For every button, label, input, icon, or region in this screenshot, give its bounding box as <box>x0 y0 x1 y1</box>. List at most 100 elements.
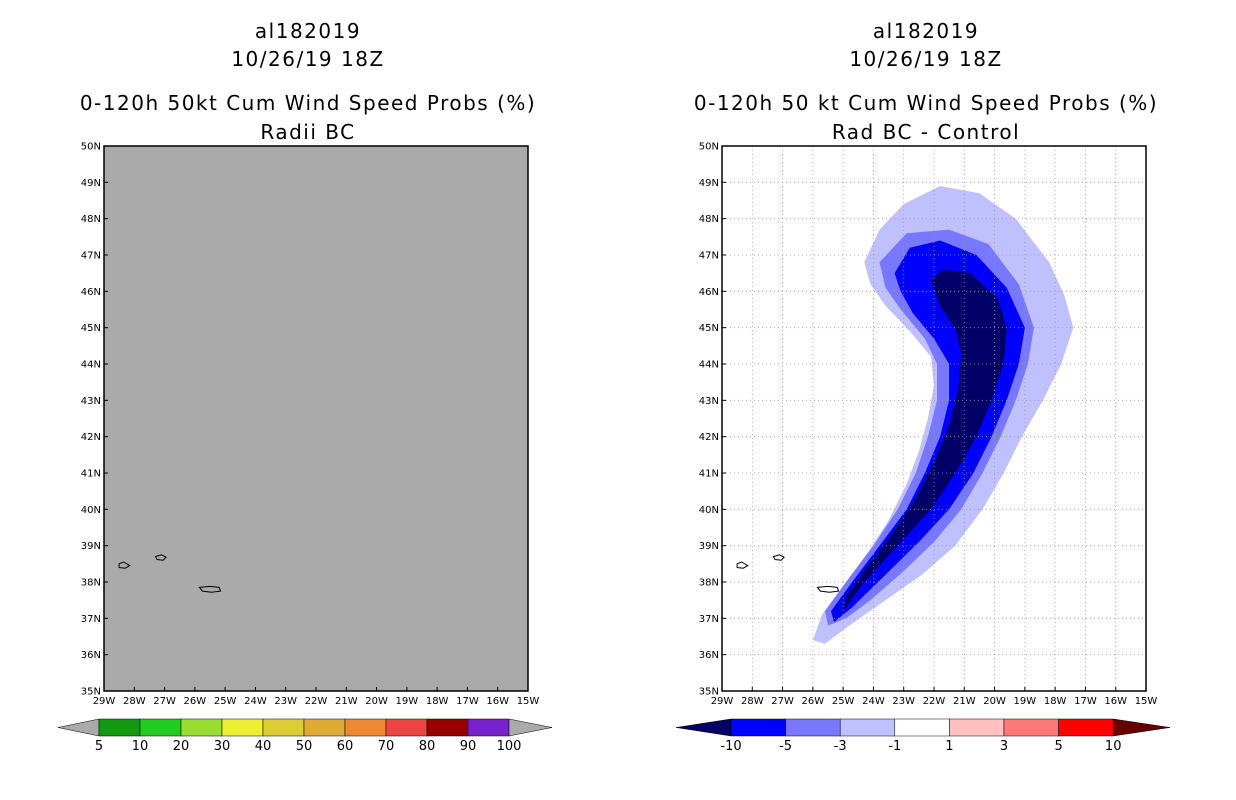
colorbar-swatch <box>98 718 141 737</box>
left-title-line-3: 0-120h 50kt Cum Wind Speed Probs (%) <box>80 91 536 115</box>
colorbar-swatch <box>180 718 223 737</box>
colorbar-label: 3 <box>1000 739 1008 754</box>
colorbar-swatch <box>262 718 305 737</box>
colorbar-label: 100 <box>497 739 522 754</box>
colorbar-swatch <box>730 718 786 737</box>
colorbar-label: -10 <box>720 739 741 754</box>
x-tick-label: 23W <box>892 696 915 707</box>
colorbar-swatch <box>139 718 182 737</box>
y-tick-label: 39N <box>81 541 101 552</box>
x-tick-label: 16W <box>486 696 509 707</box>
y-tick-label: 46N <box>81 287 101 298</box>
left-plot-area: 29W 28W 27W 26W 25W 24W 23W 22W 21W 20W 19W 18W 17W 1… <box>81 142 540 708</box>
colorbar-high-arrow <box>1112 718 1171 737</box>
island-outline <box>154 554 167 561</box>
colorbar-swatch <box>785 718 841 737</box>
y-tick-label: 47N <box>699 251 719 262</box>
right-colorbar: -10 -5 -3 -1 1 3 5 10 <box>675 718 1171 754</box>
colorbar-label: 20 <box>173 739 190 754</box>
y-tick-label: 36N <box>699 650 719 661</box>
x-tick-label: 20W <box>983 696 1006 707</box>
x-tick-label: 23W <box>274 696 297 707</box>
y-tick-label: 36N <box>81 650 101 661</box>
y-tick-label: 47N <box>81 251 101 262</box>
colorbar-label: -3 <box>834 739 847 754</box>
x-tick-label: 21W <box>953 696 976 707</box>
y-tick-label: 41N <box>81 469 101 480</box>
y-tick-label: 48N <box>699 214 719 225</box>
x-tick-label: 25W <box>832 696 855 707</box>
left-title-line-4: Radii BC <box>260 120 355 144</box>
x-tick-label: 29W <box>93 696 116 707</box>
x-tick-label: 15W <box>517 696 540 707</box>
right-title-line-4: Rad BC - Control <box>832 120 1020 144</box>
x-tick-label: 26W <box>802 696 825 707</box>
colorbar-high-arrow <box>508 718 553 737</box>
island-outline <box>198 585 222 593</box>
x-tick-label: 27W <box>771 696 794 707</box>
colorbar-swatch <box>1058 718 1114 737</box>
left-title-line-1: al182019 <box>255 19 361 43</box>
y-tick-label: 49N <box>699 178 719 189</box>
x-tick-label: 25W <box>214 696 237 707</box>
y-tick-label: 43N <box>699 396 719 407</box>
island-outline <box>772 554 785 561</box>
x-tick-label: 21W <box>335 696 358 707</box>
colorbar-label: 10 <box>1105 739 1122 754</box>
colorbar-label: 1 <box>945 739 953 754</box>
y-tick-label: 43N <box>81 396 101 407</box>
x-tick-label: 24W <box>862 696 885 707</box>
contour-level--10 <box>843 269 1007 612</box>
right-title-line-3: 0-120h 50 kt Cum Wind Speed Probs (%) <box>694 91 1158 115</box>
y-tick-label: 40N <box>699 505 719 516</box>
colorbar-label: 5 <box>1054 739 1062 754</box>
x-tick-label: 20W <box>365 696 388 707</box>
x-tick-label: 18W <box>1044 696 1067 707</box>
x-tick-label: 16W <box>1104 696 1127 707</box>
x-tick-label: 22W <box>305 696 328 707</box>
x-tick-label: 17W <box>456 696 479 707</box>
right-title-line-1: al182019 <box>873 19 979 43</box>
left-title-line-2: 10/26/19 18Z <box>231 47 384 71</box>
island-outline <box>118 561 131 569</box>
colorbar-swatch <box>894 718 950 737</box>
y-tick-label: 42N <box>699 432 719 443</box>
x-tick-label: 22W <box>923 696 946 707</box>
plot-background <box>104 146 528 691</box>
colorbar-label: -1 <box>888 739 901 754</box>
x-tick-label: 29W <box>711 696 734 707</box>
y-tick-label: 39N <box>699 541 719 552</box>
left-panel: al182019 10/26/19 18Z 0-120h 50kt Cum Wi… <box>57 19 553 754</box>
y-tick-label: 45N <box>699 323 719 334</box>
x-tick-label: 27W <box>153 696 176 707</box>
y-tick-label: 35N <box>699 687 719 698</box>
y-tick-label: 40N <box>81 505 101 516</box>
colorbar-label: 90 <box>460 739 477 754</box>
colorbar-swatch <box>221 718 264 737</box>
y-tick-label: 45N <box>81 323 101 334</box>
colorbar-label: 5 <box>95 739 103 754</box>
y-tick-label: 37N <box>81 614 101 625</box>
colorbar-swatch <box>1003 718 1059 737</box>
colorbar-low-arrow <box>675 718 732 737</box>
colorbar-label: 60 <box>337 739 354 754</box>
x-tick-label: 19W <box>1014 696 1037 707</box>
x-tick-label: 19W <box>396 696 419 707</box>
y-tick-label: 50N <box>699 142 719 153</box>
colorbar-label: 80 <box>419 739 436 754</box>
y-tick-label: 38N <box>81 578 101 589</box>
y-tick-label: 49N <box>81 178 101 189</box>
colorbar-label: 10 <box>132 739 149 754</box>
left-colorbar: 5 10 20 30 40 50 60 70 80 90 100 <box>57 718 553 754</box>
y-tick-label: 46N <box>699 287 719 298</box>
y-tick-label: 48N <box>81 214 101 225</box>
x-tick-label: 17W <box>1074 696 1097 707</box>
x-tick-label: 24W <box>244 696 267 707</box>
colorbar-swatch <box>385 718 428 737</box>
y-tick-label: 38N <box>699 578 719 589</box>
x-tick-label: 28W <box>741 696 764 707</box>
x-tick-label: 18W <box>426 696 449 707</box>
right-panel: al182019 10/26/19 18Z 0-120h 50 kt Cum W… <box>675 19 1171 754</box>
y-tick-label: 35N <box>81 687 101 698</box>
